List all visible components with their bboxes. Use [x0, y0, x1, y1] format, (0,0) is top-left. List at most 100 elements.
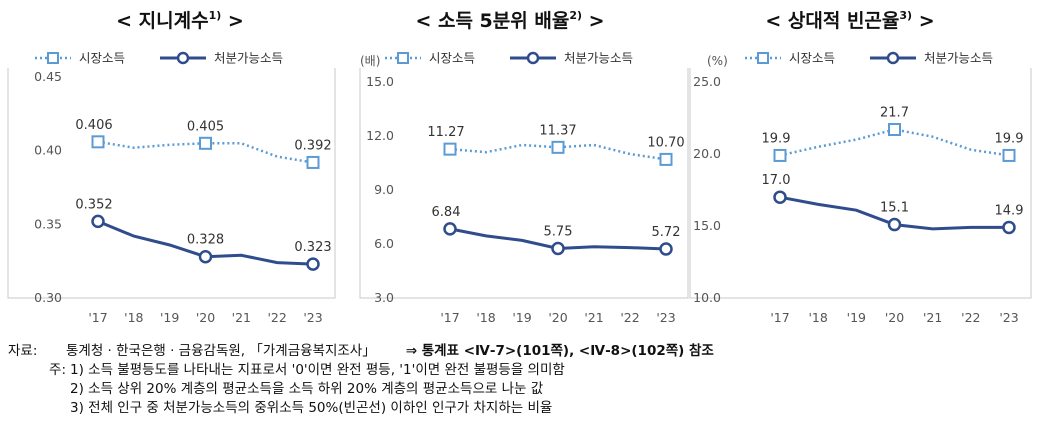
source-label: 자료: — [8, 343, 38, 359]
data-point-disposable — [659, 242, 673, 256]
x-tick-label: '21 — [923, 310, 942, 325]
x-tick-label: '23 — [656, 310, 675, 325]
x-tick-label: '21 — [584, 310, 603, 325]
y-unit-label: (%) — [707, 54, 728, 68]
data-point-disposable — [887, 217, 902, 232]
x-tick-label: '22 — [620, 310, 639, 325]
panel-frame — [689, 68, 1032, 299]
y-tick-label: 0.30 — [34, 290, 62, 305]
data-point-market — [551, 140, 565, 154]
data-label: 21.7 — [880, 106, 909, 121]
panel-frame — [359, 68, 689, 299]
y-unit-label: (배) — [360, 54, 380, 68]
series-line-market — [449, 143, 667, 161]
data-label: 6.84 — [432, 205, 461, 220]
source-row: 자료: 통계청 · 한국은행 · 금융감독원, 「가계금융복지조사」 ⇒ 통계표 <… — [8, 342, 1033, 361]
x-tick-label: '19 — [847, 310, 866, 325]
data-point-market — [888, 123, 901, 137]
legend-label-market: 시장소득 — [789, 51, 835, 66]
data-point-disposable — [306, 257, 320, 271]
data-label: 15.1 — [880, 201, 909, 216]
data-point-disposable — [1002, 220, 1016, 235]
data-label: 5.72 — [652, 225, 681, 240]
title-footnote-marker: 2) — [569, 9, 582, 22]
legend-label-market: 시장소득 — [429, 51, 475, 66]
note-1: 1) 소득 불평등도를 나타내는 지표로서 '0'이면 완전 평등, '1'이면… — [70, 362, 565, 378]
data-point-disposable — [773, 190, 787, 204]
legend-label-disposable: 처분가능소득 — [564, 51, 633, 66]
series-line-market — [97, 140, 314, 164]
chart-2: < 소득 5분위 배율2) > 시장소득 처분가능소득 (배) 3.0 6.0 9.0 12.… — [359, 9, 689, 325]
notes-label: 주: — [49, 362, 66, 378]
legend-marker-market — [757, 52, 769, 64]
title-suffix: > — [221, 10, 244, 32]
y-tick-label: 15.0 — [693, 218, 721, 233]
data-point-market — [199, 136, 212, 150]
x-tick-label: '17 — [440, 310, 459, 325]
data-point-market — [659, 152, 673, 166]
x-tick-label: '22 — [961, 310, 980, 325]
chart-1: < 지니계수1) > 시장소득 처분가능소득 0.30 0.35 0.40 0.45 '17 '… — [7, 9, 336, 325]
data-label: 0.392 — [294, 138, 331, 153]
x-tick-label: '18 — [124, 310, 143, 325]
title-suffix: > — [912, 10, 935, 32]
charts-area: < 지니계수1) > 시장소득 처분가능소득 0.30 0.35 0.40 0.45 '17 '… — [7, 9, 1032, 325]
note-row-2: 2) 소득 상위 20% 계층의 평균소득을 소득 하위 20% 계층의 평균소… — [8, 380, 1033, 399]
y-tick-label: 9.0 — [374, 182, 394, 197]
data-label: 11.37 — [539, 123, 576, 138]
data-label: 0.352 — [75, 197, 112, 212]
data-label: 17.0 — [762, 173, 791, 188]
note-row-3: 3) 전체 인구 중 처분가능소득의 중위소득 50%(빈곤선) 이하인 인구가… — [8, 399, 1033, 418]
footnotes: 자료: 통계청 · 한국은행 · 금융감독원, 「가계금융복지조사」 ⇒ 통계표 <… — [8, 342, 1033, 418]
x-tick-label: '18 — [476, 310, 495, 325]
title-suffix: > — [582, 10, 605, 32]
y-tick-label: 10.0 — [693, 290, 721, 305]
y-tick-label: 25.0 — [693, 74, 721, 89]
panel-frame — [7, 68, 336, 299]
x-tick-label: '17 — [770, 310, 789, 325]
x-tick-label: '20 — [885, 310, 904, 325]
legend-marker-market — [47, 52, 59, 64]
legend-marker-disposable — [176, 51, 190, 65]
y-tick-label: 6.0 — [374, 236, 394, 251]
chart-title: < 지니계수1) > — [116, 9, 244, 32]
x-tick-label: '19 — [160, 310, 179, 325]
data-label: 10.70 — [647, 135, 684, 150]
data-label: 0.328 — [187, 233, 224, 248]
y-tick-label: 0.45 — [34, 69, 62, 84]
note-row-1: 주: 1) 소득 불평등도를 나타내는 지표로서 '0'이면 완전 평등, '1'… — [8, 361, 1033, 380]
y-tick-label: 0.40 — [34, 143, 62, 158]
data-label: 19.9 — [995, 131, 1024, 146]
x-tick-label: '20 — [196, 310, 215, 325]
x-tick-label: '20 — [548, 310, 567, 325]
y-tick-label: 15.0 — [366, 74, 394, 89]
note-2: 2) 소득 상위 20% 계층의 평균소득을 소득 하위 20% 계층의 평균소… — [70, 381, 544, 397]
data-label: 19.9 — [762, 131, 791, 146]
x-tick-label: '21 — [232, 310, 251, 325]
chart-title: < 상대적 빈곤율3) > — [765, 9, 934, 32]
data-point-disposable — [91, 214, 105, 229]
y-tick-label: 0.35 — [34, 216, 62, 231]
table-reference: ⇒ 통계표 <Ⅳ-7>(101쪽), <Ⅳ-8>(102쪽) 참조 — [405, 343, 714, 359]
x-tick-label: '22 — [267, 310, 286, 325]
y-tick-label: 12.0 — [366, 128, 394, 143]
x-tick-label: '17 — [88, 310, 107, 325]
series-line-market — [779, 128, 1010, 157]
source-text: 통계청 · 한국은행 · 금융감독원, 「가계금융복지조사」 — [66, 343, 376, 359]
data-point-market — [773, 148, 787, 162]
data-label: 0.405 — [187, 119, 224, 134]
legend-marker-disposable — [886, 51, 900, 65]
data-point-disposable — [551, 241, 565, 256]
legend-marker-market — [397, 52, 409, 64]
data-point-market — [91, 135, 105, 149]
title-footnote-marker: 3) — [899, 9, 912, 22]
data-point-market — [306, 155, 320, 169]
data-point-disposable — [198, 249, 213, 264]
x-tick-label: '18 — [808, 310, 827, 325]
data-label: 11.27 — [427, 125, 464, 140]
x-tick-label: '23 — [999, 310, 1018, 325]
note-3: 3) 전체 인구 중 처분가능소득의 중위소득 50%(빈곤선) 이하인 인구가… — [70, 400, 553, 416]
y-tick-label: 3.0 — [374, 290, 394, 305]
x-tick-label: '23 — [303, 310, 322, 325]
data-point-disposable — [443, 222, 457, 236]
